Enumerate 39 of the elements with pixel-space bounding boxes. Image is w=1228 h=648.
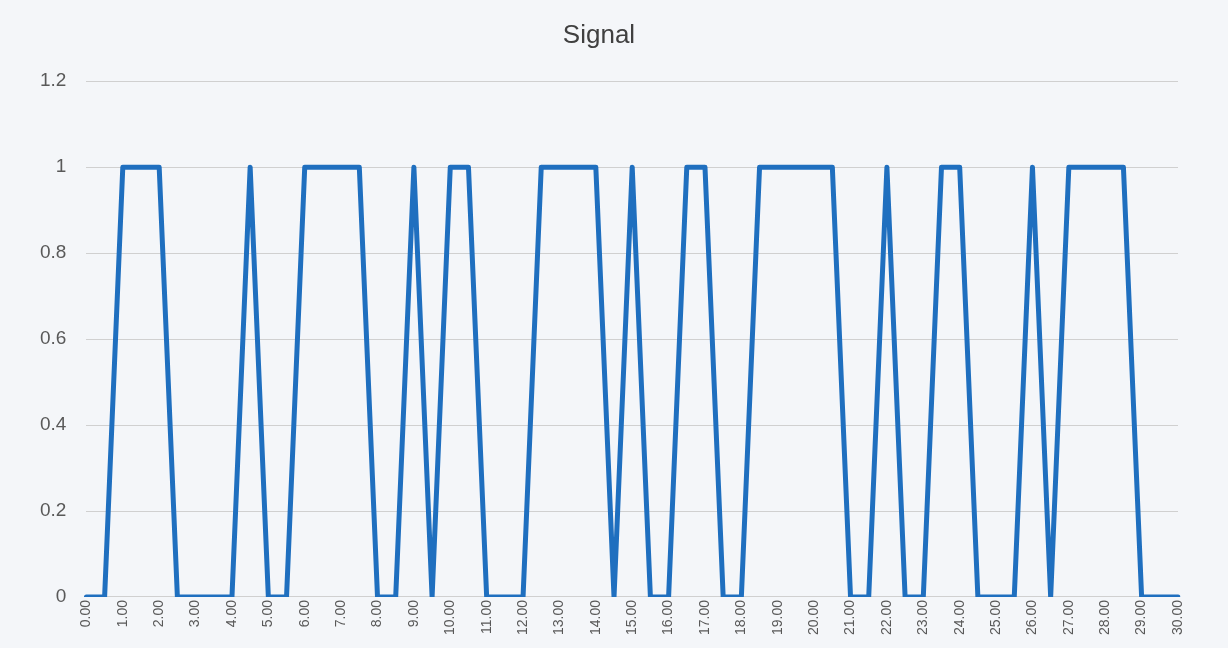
x-tick-label: 10.00 (441, 599, 458, 636)
x-tick-label: 14.00 (586, 599, 603, 636)
x-tick-label: 22.00 (877, 599, 894, 636)
y-tick-label: 0.6 (39, 327, 67, 349)
x-tick-label: 7.00 (331, 599, 348, 628)
x-tick-label: 1.00 (113, 599, 130, 628)
x-tick-label: 8.00 (368, 599, 385, 628)
x-tick-label: 0.00 (77, 599, 94, 628)
x-tick-label: 16.00 (659, 599, 676, 636)
y-tick-label: 1 (55, 155, 67, 177)
x-tick-label: 19.00 (768, 599, 785, 636)
x-tick-label: 21.00 (841, 599, 858, 636)
x-tick-label: 6.00 (295, 599, 312, 628)
x-tick-label: 12.00 (513, 599, 530, 636)
x-tick-label: 24.00 (950, 599, 967, 636)
x-tick-label: 17.00 (695, 599, 712, 636)
x-tick-label: 26.00 (1023, 599, 1040, 636)
x-tick-label: 18.00 (732, 599, 749, 636)
y-tick-label: 0.4 (39, 413, 67, 435)
x-tick-label: 28.00 (1096, 599, 1113, 636)
x-tick-label: 23.00 (914, 599, 931, 636)
x-tick-label: 29.00 (1132, 599, 1149, 636)
y-tick-label: 1.2 (39, 69, 67, 91)
x-tick-label: 30.00 (1168, 599, 1185, 636)
x-tick-label: 25.00 (986, 599, 1003, 636)
x-tick-label: 15.00 (623, 599, 640, 636)
x-tick-label: 3.00 (186, 599, 203, 628)
x-tick-label: 5.00 (259, 599, 276, 628)
y-tick-label: 0.2 (39, 499, 67, 521)
x-tick-label: 9.00 (404, 599, 421, 628)
x-tick-label: 11.00 (477, 599, 494, 634)
y-tick-label: 0 (55, 585, 67, 607)
x-tick-label: 20.00 (805, 599, 821, 636)
chart-title: Signal (562, 18, 636, 49)
x-tick-label: 27.00 (1059, 599, 1076, 636)
x-tick-label: 4.00 (222, 599, 239, 628)
y-tick-label: 0.8 (39, 241, 67, 263)
x-tick-label: 2.00 (150, 599, 167, 628)
x-tick-label: 13.00 (550, 599, 567, 636)
